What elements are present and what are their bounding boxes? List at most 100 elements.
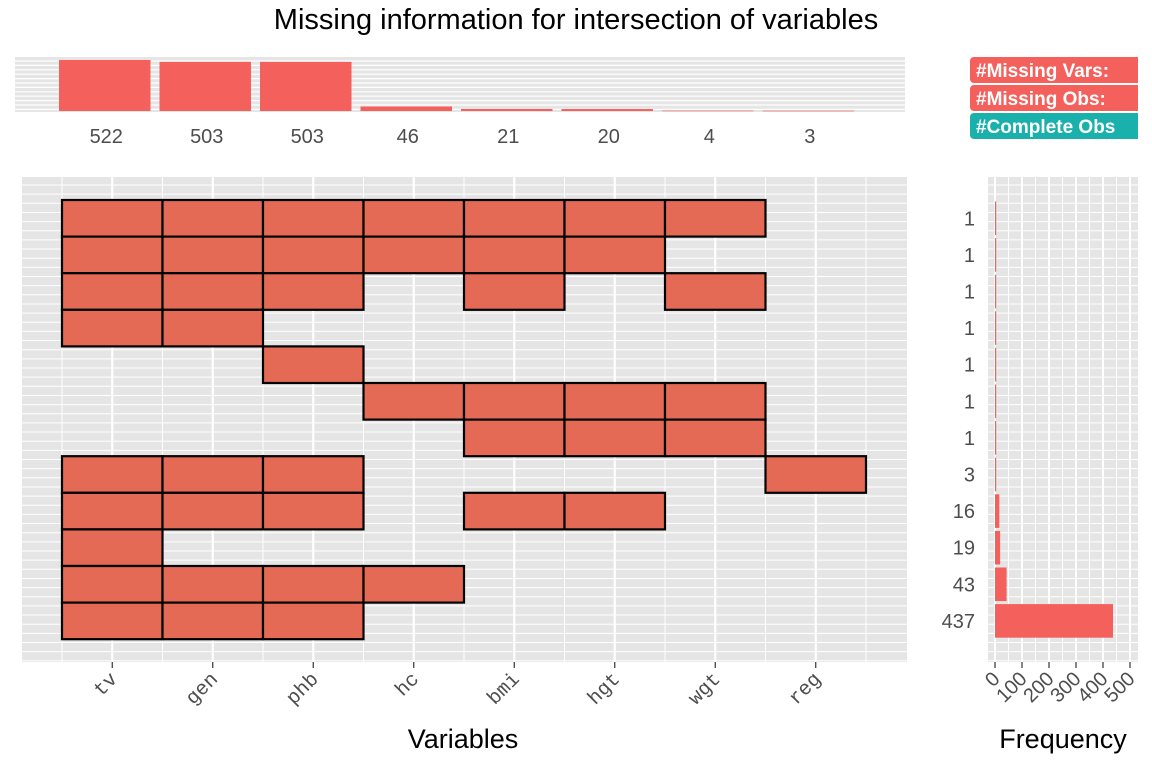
frequency-axis-title: Frequency (999, 724, 1127, 754)
x-tick-label-gen: gen (182, 669, 224, 711)
legend-badge (970, 113, 1138, 139)
missing-tile-gen (161, 601, 265, 641)
missing-tile-gen (161, 198, 265, 238)
legend-badges: #Missing Vars: #Missing Obs: #Complete Obs (970, 57, 1138, 139)
top-bar-labels: 522 503 503 46 21 20 4 3 (90, 126, 816, 148)
missing-tile-gen (161, 235, 265, 275)
legend-badge-text: #Missing Obs: (976, 89, 1106, 110)
missing-tile-gen (161, 564, 265, 604)
frequency-bar (995, 384, 997, 419)
legend-badge (970, 57, 1138, 83)
missing-tile-tv (60, 308, 164, 348)
frequency-bar (995, 604, 1113, 638)
top-bar-gen (159, 61, 251, 111)
missing-tile-hc (362, 235, 466, 275)
missing-tile-bmi (462, 418, 566, 458)
frequency-bar (995, 530, 1001, 565)
missing-tile-gen (161, 308, 265, 348)
x-tick-label-bmi: bmi (483, 669, 525, 711)
x-axis-title: Variables (408, 724, 519, 754)
missing-tile-tv (60, 564, 164, 604)
missing-tile-bmi (462, 272, 566, 311)
missing-tile-phb (261, 235, 365, 275)
missing-tile-wgt (663, 418, 767, 458)
missing-tile-gen (161, 491, 265, 531)
frequency-bar (995, 347, 997, 382)
missing-tile-tv (60, 272, 164, 311)
top-bar-wgt (662, 110, 754, 112)
top-bar-label-wgt: 4 (704, 126, 715, 148)
missing-tile-phb (261, 601, 365, 641)
missing-tile-hc (362, 198, 466, 238)
top-bar-tv (59, 60, 151, 111)
missing-tile-phb (261, 345, 365, 385)
top-bar-label-tv: 522 (90, 126, 123, 148)
frequency-bar (995, 457, 997, 492)
top-bar-hgt (561, 109, 653, 111)
frequency-bar (995, 421, 997, 455)
missing-tile-tv (60, 455, 164, 494)
missing-tile-tv (60, 235, 164, 275)
frequency-row-label: 1 (964, 355, 975, 377)
frequency-bar (995, 201, 997, 236)
x-axis-ticks: tv gen phb hc bmi hgt wgt reg (90, 662, 827, 710)
missing-tile-phb (261, 491, 365, 531)
missing-tile-hgt (563, 491, 667, 531)
frequency-bar (995, 274, 997, 309)
legend-badge (970, 85, 1138, 111)
frequency-row-label: 43 (953, 574, 975, 596)
frequency-row-label: 1 (964, 428, 975, 450)
missing-tile-phb (261, 272, 365, 311)
missing-tile-gen (161, 272, 265, 311)
frequency-row-label: 16 (953, 501, 975, 523)
missing-tile-tv (60, 198, 164, 238)
missing-tile-phb (261, 455, 365, 494)
top-bar-panel (15, 57, 905, 112)
frequency-row-label: 1 (964, 208, 975, 230)
missing-tile-wgt (663, 198, 767, 238)
missing-tile-bmi (462, 198, 566, 238)
x-tick-label-hgt: hgt (584, 669, 626, 711)
frequency-row-label: 1 (964, 245, 975, 267)
top-bar-label-hc: 46 (397, 126, 419, 148)
x-tick-label-tv: tv (90, 669, 123, 702)
x-tick-label-hc: hc (391, 669, 424, 702)
missing-tile-hc (362, 381, 466, 421)
frequency-bar (995, 311, 997, 345)
top-bar-hc (360, 106, 452, 111)
x-tick-label-wgt: wgt (684, 669, 726, 711)
missing-tile-bmi (462, 491, 566, 531)
frequency-row-label: 437 (942, 611, 975, 633)
missing-tile-phb (261, 564, 365, 604)
missing-tile-phb (261, 198, 365, 238)
top-bar-reg (762, 110, 854, 112)
top-bar-bmi (461, 108, 553, 111)
frequency-tick-label: 500 (1100, 668, 1139, 707)
missing-tile-hgt (563, 235, 667, 275)
missing-tile-hgt (563, 381, 667, 421)
missing-tile-tv (60, 601, 164, 641)
frequency-row-label: 1 (964, 282, 975, 304)
top-bar-label-phb: 503 (291, 126, 324, 148)
missing-tile-wgt (663, 381, 767, 421)
missing-tile-hgt (563, 418, 667, 458)
x-tick-label-reg: reg (785, 669, 827, 711)
missing-tile-bmi (462, 235, 566, 275)
frequency-row-label: 1 (964, 318, 975, 340)
chart-title: Missing information for intersection of … (273, 4, 879, 36)
x-tick-label-phb: phb (282, 669, 324, 711)
frequency-row-label: 19 (953, 538, 975, 560)
missing-tile-tv (60, 491, 164, 531)
legend-badge-text: #Complete Obs (976, 117, 1115, 138)
matrix-panel (22, 177, 907, 662)
legend-badge-text: #Missing Vars: (976, 61, 1109, 82)
frequency-bar (995, 494, 1000, 528)
missing-tile-reg (764, 455, 868, 494)
missing-tile-hc (362, 564, 466, 604)
frequency-bar (995, 567, 1007, 602)
missing-tile-tv (60, 528, 164, 568)
frequency-bar (995, 238, 997, 272)
